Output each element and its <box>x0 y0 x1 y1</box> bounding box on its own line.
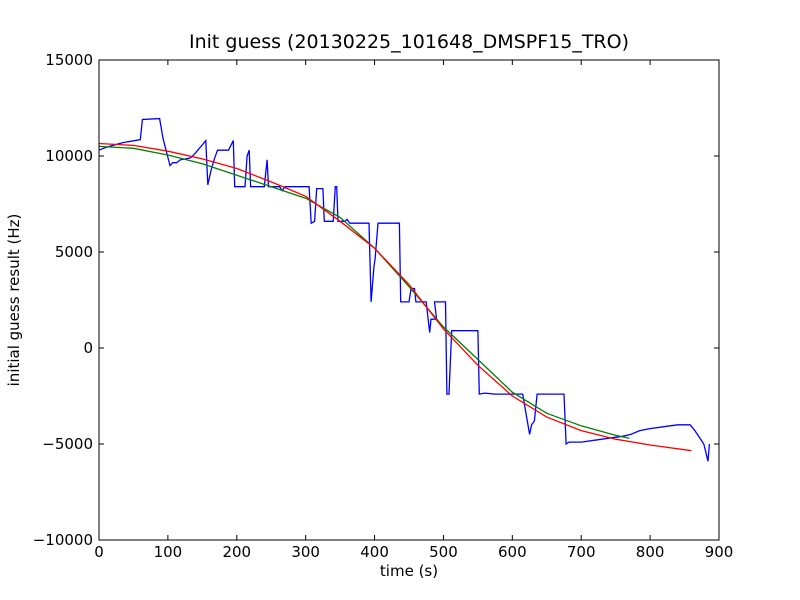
series-line-2 <box>98 142 692 452</box>
y-tick-label: −5000 <box>42 435 93 453</box>
chart-title: Init guess (20130225_101648_DMSPF15_TRO) <box>189 31 629 53</box>
x-tick-label: 600 <box>498 543 527 561</box>
ticks-layer: 0 100 200 300 400 500 600 700 800 900 −10000 −5000 0… <box>33 51 734 561</box>
x-tick-label: 300 <box>291 543 320 561</box>
y-tick-label: 5000 <box>55 243 93 261</box>
x-tick-label: 700 <box>567 543 596 561</box>
y-axis-label: initial guess result (Hz) <box>5 214 23 387</box>
x-axis-label: time (s) <box>380 562 438 580</box>
series-layer <box>98 117 711 462</box>
y-tick-label: 15000 <box>45 51 93 69</box>
series-line-0 <box>98 117 711 462</box>
x-tick-label: 0 <box>94 543 104 561</box>
x-tick-label: 500 <box>429 543 458 561</box>
x-tick-label: 800 <box>636 543 665 561</box>
y-tick-label: −10000 <box>33 531 93 549</box>
x-tick-label: 200 <box>222 543 251 561</box>
x-tick-label: 900 <box>705 543 734 561</box>
y-tick-label: 0 <box>83 339 93 357</box>
x-tick-label: 400 <box>360 543 389 561</box>
y-tick-label: 10000 <box>45 147 93 165</box>
plot-frame <box>98 59 720 541</box>
x-tick-label: 100 <box>154 543 183 561</box>
